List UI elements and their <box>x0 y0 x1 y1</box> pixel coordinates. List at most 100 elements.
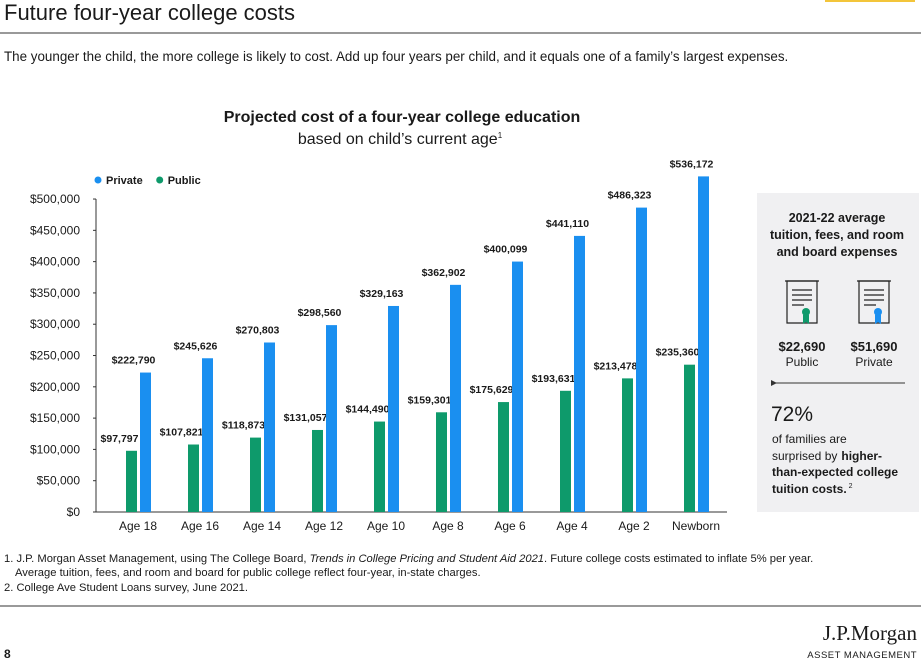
bar <box>202 358 213 512</box>
y-tick-label: $500,000 <box>30 192 80 206</box>
x-tick-label: Age 10 <box>367 519 405 533</box>
value-label: $131,057 <box>284 412 328 424</box>
note-text: surprised by <box>772 449 837 463</box>
bar <box>512 261 523 512</box>
sidebar-note: tuition costs. 2 <box>772 482 853 496</box>
sidebar-note: than-expected college <box>772 465 898 479</box>
stat-label: Public <box>786 355 819 369</box>
y-tick-label: $250,000 <box>30 349 80 363</box>
note-bold: higher- <box>841 449 882 463</box>
x-tick-label: Age 2 <box>618 519 650 533</box>
bar <box>436 412 447 512</box>
sidebar-heading: and board expenses <box>777 245 898 259</box>
y-tick-label: $400,000 <box>30 255 80 269</box>
brand: J.P.Morgan <box>823 621 918 645</box>
x-tick-label: Age 12 <box>305 519 343 533</box>
sidebar-heading: tuition, fees, and room <box>770 228 904 242</box>
value-label: $536,172 <box>670 158 714 170</box>
y-tick-label: $100,000 <box>30 442 80 456</box>
bar <box>560 390 571 512</box>
value-label: $213,478 <box>594 360 638 372</box>
value-label: $235,360 <box>656 347 700 359</box>
value-label: $400,099 <box>484 244 528 256</box>
footnote-text: 1. J.P. Morgan Asset Management, using T… <box>4 553 310 565</box>
private-icon <box>857 280 891 324</box>
footnote-text: . Future college costs estimated to infl… <box>544 553 813 565</box>
bar <box>622 378 633 512</box>
x-tick-label: Age 6 <box>494 519 526 533</box>
value-label: $362,902 <box>422 267 466 279</box>
page-title: Future four-year college costs <box>4 0 295 25</box>
bar <box>188 444 199 512</box>
value-label: $118,873 <box>222 420 265 432</box>
bar <box>684 364 695 512</box>
value-label: $298,560 <box>298 307 342 319</box>
bar <box>326 325 337 512</box>
bar-chart: $0 $50,000 $100,000 $150,000 $200,000 $250,00… <box>30 158 727 533</box>
value-label: $486,323 <box>608 190 652 202</box>
value-label: $97,797 <box>101 433 139 445</box>
x-tick-label: Newborn <box>672 519 720 533</box>
footnote: 1. J.P. Morgan Asset Management, using T… <box>4 553 813 565</box>
legend-label: Private <box>106 175 143 187</box>
y-tick-label: $0 <box>67 505 81 519</box>
bar <box>374 421 385 512</box>
value-label: $441,110 <box>546 218 589 230</box>
y-tick-label: $350,000 <box>30 286 80 300</box>
sidebar-note: surprised by higher- <box>772 449 882 463</box>
public-icon <box>785 280 819 324</box>
footnote-ref: 1 <box>498 131 503 140</box>
sidebar-heading: 2021-22 average <box>789 211 886 225</box>
bar <box>498 402 509 512</box>
bar <box>250 437 261 512</box>
value-label: $329,163 <box>360 288 404 300</box>
bar <box>312 429 323 512</box>
bar <box>264 342 275 512</box>
value-label: $270,803 <box>236 324 280 336</box>
value-label: $144,490 <box>346 404 390 416</box>
stat-value: $22,690 <box>779 339 826 354</box>
page-number: 8 <box>4 647 11 661</box>
y-tick-label: $200,000 <box>30 380 80 394</box>
sidebar-box <box>757 193 919 512</box>
bar <box>126 450 137 512</box>
chart-subtitle: based on child’s current age1 <box>298 131 503 148</box>
x-tick-label: Age 14 <box>243 519 281 533</box>
y-tick-label: $450,000 <box>30 223 80 237</box>
stat-label: Private <box>855 355 893 369</box>
value-label: $107,821 <box>160 427 204 439</box>
y-tick-label: $300,000 <box>30 317 80 331</box>
bar <box>450 284 461 512</box>
value-label: $222,790 <box>112 355 156 367</box>
footnote-ref: 2 <box>849 483 853 490</box>
bar <box>140 372 151 512</box>
x-tick-label: Age 4 <box>556 519 588 533</box>
y-tick-label: $50,000 <box>37 474 81 488</box>
note-bold: tuition costs. <box>772 482 847 496</box>
footnote: 2. College Ave Student Loans survey, Jun… <box>4 582 248 594</box>
value-label: $245,626 <box>174 340 218 352</box>
bar <box>574 235 585 512</box>
sidebar-note: of families are <box>772 432 847 446</box>
legend-swatch <box>156 176 164 184</box>
stat-value: $51,690 <box>851 339 898 354</box>
sidebar-percent: 72% <box>771 403 813 426</box>
page-subtitle: The younger the child, the more college … <box>4 49 788 64</box>
value-label: $175,629 <box>470 384 514 396</box>
value-label: $193,631 <box>532 373 576 385</box>
bar <box>388 305 399 512</box>
legend-swatch <box>94 176 102 184</box>
y-tick-label: $150,000 <box>30 411 80 425</box>
chart-title: Projected cost of a four-year college ed… <box>224 109 581 126</box>
accent-bar <box>825 0 915 2</box>
footnote: Average tuition, fees, and room and boar… <box>15 567 481 579</box>
footnote-italic: Trends in College Pricing and Student Ai… <box>310 553 544 565</box>
value-label: $159,301 <box>408 394 452 406</box>
bar <box>636 207 647 512</box>
legend-label: Public <box>168 175 201 187</box>
x-tick-label: Age 8 <box>432 519 464 533</box>
bar <box>698 176 709 512</box>
x-tick-label: Age 18 <box>119 519 157 533</box>
x-tick-label: Age 16 <box>181 519 219 533</box>
